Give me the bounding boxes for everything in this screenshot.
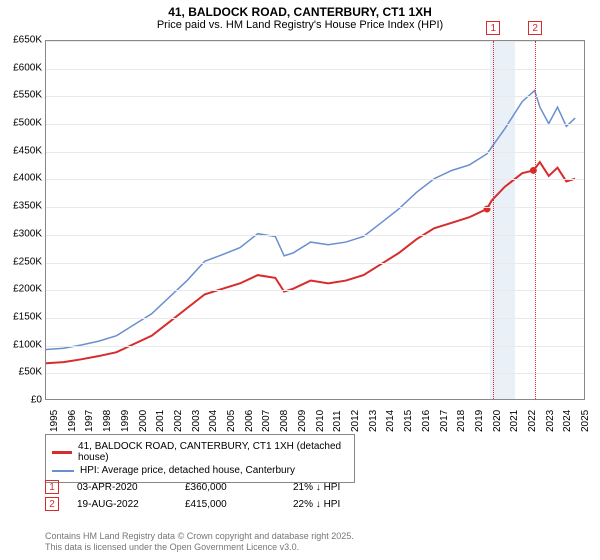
y-tick-label: £650K [13,35,42,46]
x-tick-label: 2006 [244,410,255,432]
table-row: 1 03-APR-2020 £360,000 21% ↓ HPI [45,480,383,494]
y-tick-label: £550K [13,90,42,101]
x-tick-label: 1996 [67,410,78,432]
x-tick-label: 2017 [439,410,450,432]
legend-label: 41, BALDOCK ROAD, CANTERBURY, CT1 1XH (d… [78,441,348,463]
chart-marker-icon: 1 [486,21,500,35]
chart-container: 41, BALDOCK ROAD, CANTERBURY, CT1 1XH Pr… [0,0,600,560]
plot-area: 12 [45,40,585,400]
y-tick-label: £600K [13,62,42,73]
x-tick-label: 2007 [261,410,272,432]
legend-swatch-series1 [52,451,72,454]
x-tick-label: 1995 [49,410,60,432]
y-tick-label: £200K [13,284,42,295]
legend-row: HPI: Average price, detached house, Cant… [52,465,348,476]
y-tick-label: £500K [13,118,42,129]
tx-date: 19-AUG-2022 [77,499,167,510]
x-tick-label: 2016 [421,410,432,432]
x-tick-label: 2020 [492,410,503,432]
x-tick-label: 2025 [580,410,591,432]
tx-marker-icon: 2 [45,497,59,511]
chart-title: 41, BALDOCK ROAD, CANTERBURY, CT1 1XH [0,5,600,19]
x-tick-label: 2003 [191,410,202,432]
legend-row: 41, BALDOCK ROAD, CANTERBURY, CT1 1XH (d… [52,441,348,463]
footer-line: Contains HM Land Registry data © Crown c… [45,531,354,543]
tx-marker-icon: 1 [45,480,59,494]
x-tick-label: 2009 [297,410,308,432]
x-tick-label: 2014 [385,410,396,432]
x-tick-label: 1997 [84,410,95,432]
y-tick-label: £450K [13,145,42,156]
legend-swatch-series2 [52,470,74,472]
footer-text: Contains HM Land Registry data © Crown c… [45,531,354,554]
tx-price: £415,000 [185,499,275,510]
x-tick-label: 2024 [562,410,573,432]
x-tick-label: 2000 [138,410,149,432]
x-tick-label: 2013 [368,410,379,432]
footer-line: This data is licensed under the Open Gov… [45,542,354,554]
legend-label: HPI: Average price, detached house, Cant… [80,465,295,476]
x-tick-label: 2012 [350,410,361,432]
x-tick-label: 1998 [102,410,113,432]
y-tick-label: £350K [13,201,42,212]
tx-price: £360,000 [185,482,275,493]
x-tick-label: 2010 [315,410,326,432]
x-tick-label: 2004 [208,410,219,432]
y-tick-label: £150K [13,311,42,322]
y-tick-label: £300K [13,228,42,239]
tx-date: 03-APR-2020 [77,482,167,493]
x-tick-label: 2023 [545,410,556,432]
x-tick-label: 2019 [474,410,485,432]
x-tick-label: 2011 [332,410,343,432]
transaction-table: 1 03-APR-2020 £360,000 21% ↓ HPI 2 19-AU… [45,477,383,514]
x-tick-label: 1999 [120,410,131,432]
y-tick-label: £0 [31,395,42,406]
x-tick-label: 2002 [173,410,184,432]
x-tick-label: 2015 [403,410,414,432]
y-tick-label: £250K [13,256,42,267]
table-row: 2 19-AUG-2022 £415,000 22% ↓ HPI [45,497,383,511]
tx-delta: 21% ↓ HPI [293,482,383,493]
x-tick-label: 2021 [509,410,520,432]
y-tick-label: £50K [19,367,42,378]
title-block: 41, BALDOCK ROAD, CANTERBURY, CT1 1XH Pr… [0,0,600,33]
y-tick-label: £400K [13,173,42,184]
series-line [46,91,575,350]
x-tick-label: 2001 [155,410,166,432]
x-tick-label: 2005 [226,410,237,432]
tx-delta: 22% ↓ HPI [293,499,383,510]
y-tick-label: £100K [13,339,42,350]
x-tick-label: 2022 [527,410,538,432]
chart-subtitle: Price paid vs. HM Land Registry's House … [0,19,600,31]
chart-marker-icon: 2 [528,21,542,35]
legend-box: 41, BALDOCK ROAD, CANTERBURY, CT1 1XH (d… [45,434,355,483]
x-tick-label: 2008 [279,410,290,432]
x-tick-label: 2018 [456,410,467,432]
